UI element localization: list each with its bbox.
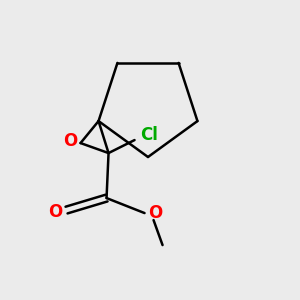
Text: O: O bbox=[148, 204, 163, 222]
Text: O: O bbox=[48, 203, 63, 221]
Text: O: O bbox=[63, 132, 78, 150]
Text: Cl: Cl bbox=[141, 126, 158, 144]
